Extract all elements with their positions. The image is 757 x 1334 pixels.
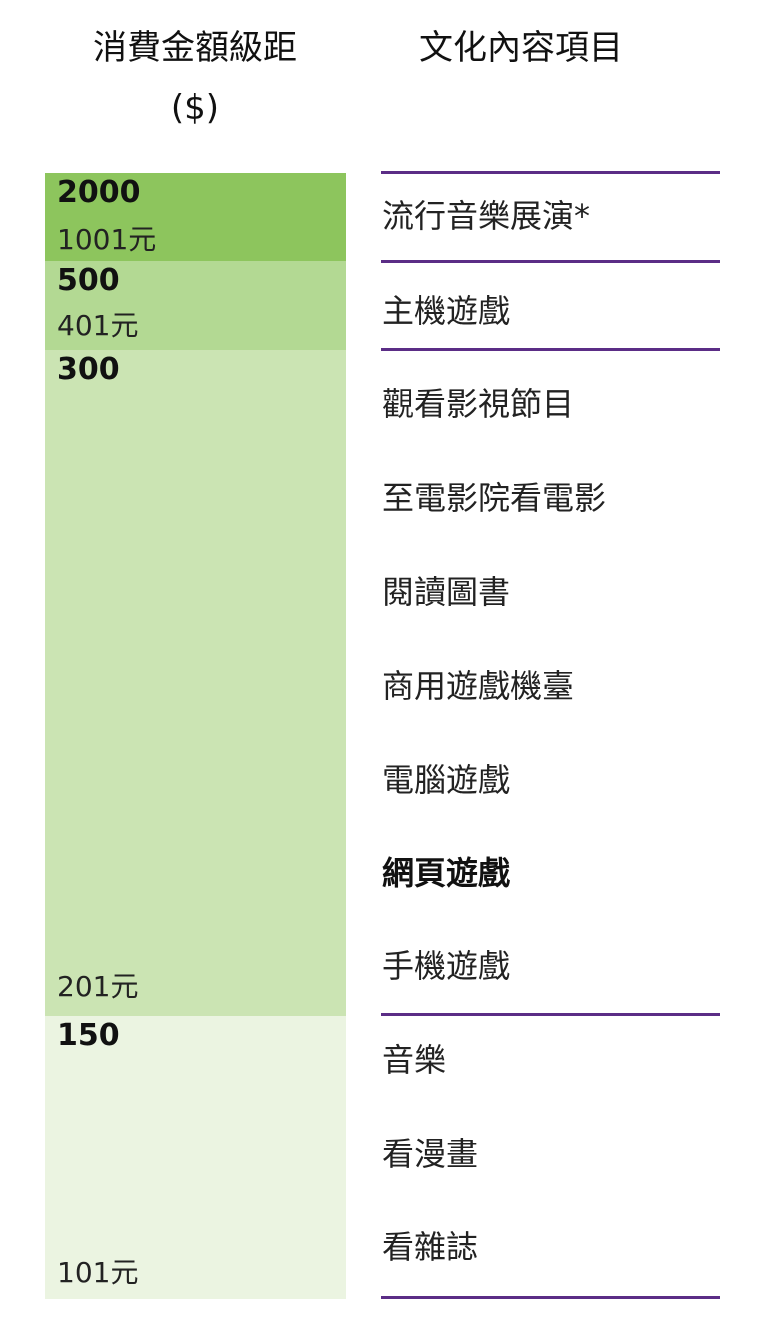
group-divider	[381, 1296, 720, 1299]
group-divider	[381, 1013, 720, 1016]
content-item: 電腦遊戲	[382, 761, 511, 799]
tier-max-label: 300	[57, 352, 120, 387]
amount-range-header: 消費金額級距 ($)	[45, 18, 345, 138]
content-item: 閱讀圖書	[382, 573, 511, 611]
tier-max-label: 500	[57, 263, 120, 298]
amount-range-header-title: 消費金額級距	[93, 28, 297, 68]
tier-min-label: 1001元	[57, 223, 157, 256]
content-item: 主機遊戲	[382, 292, 511, 330]
content-item-highlighted: 網頁遊戲	[382, 854, 511, 892]
content-item: 商用遊戲機臺	[382, 667, 575, 705]
group-divider	[381, 171, 720, 174]
content-item: 看雜誌	[382, 1228, 479, 1266]
content-items-header: 文化內容項目	[381, 18, 661, 78]
group-divider	[381, 260, 720, 263]
content-item: 手機遊戲	[382, 947, 511, 985]
tier-block-300: 300 201元	[45, 350, 346, 1016]
amount-range-header-unit: ($)	[170, 88, 220, 128]
content-item: 至電影院看電影	[382, 479, 607, 517]
tier-max-label: 150	[57, 1018, 120, 1053]
tier-min-label: 401元	[57, 309, 139, 342]
tier-min-label: 201元	[57, 970, 139, 1003]
tier-min-label: 101元	[57, 1256, 139, 1289]
content-items-header-title: 文化內容項目	[419, 28, 623, 68]
tier-block-500: 500 401元	[45, 261, 346, 350]
tier-block-2000: 2000 1001元	[45, 173, 346, 261]
group-divider	[381, 348, 720, 351]
tier-max-label: 2000	[57, 175, 141, 210]
content-item: 音樂	[382, 1041, 447, 1079]
tier-block-150: 150 101元	[45, 1016, 346, 1299]
content-item: 流行音樂展演*	[382, 197, 591, 235]
content-item: 看漫畫	[382, 1135, 479, 1173]
content-item: 觀看影視節目	[382, 385, 575, 423]
